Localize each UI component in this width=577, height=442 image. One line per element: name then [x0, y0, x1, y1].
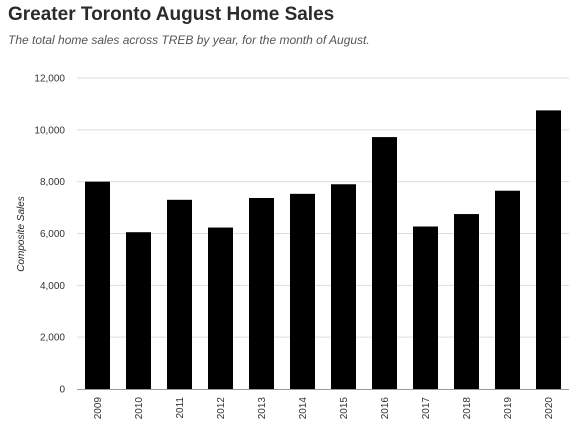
bar-2019 — [495, 190, 520, 389]
x-tick-label: 2020 — [544, 397, 555, 420]
y-tick-label: 0 — [59, 385, 65, 396]
x-tick-label: 2017 — [421, 397, 432, 420]
y-tick-label: 4,000 — [40, 281, 65, 292]
x-tick-label: 2015 — [339, 397, 350, 420]
x-axis-ticks: 2009 2010 2011 2012 2013 2014 2015 2016 2017 2018… — [93, 397, 555, 420]
bar-2013 — [249, 197, 274, 389]
x-tick-label: 2019 — [503, 397, 514, 420]
x-tick-label: 2009 — [93, 397, 104, 420]
x-tick-label: 2012 — [216, 397, 227, 420]
bar-2010 — [126, 232, 151, 389]
x-tick-label: 2018 — [462, 397, 473, 420]
chart-title: Greater Toronto August Home Sales — [8, 4, 335, 25]
bar-2020 — [536, 110, 561, 389]
bars — [85, 110, 561, 389]
y-tick-label: 6,000 — [40, 229, 65, 240]
bar-2018 — [454, 214, 479, 389]
y-tick-label: 10,000 — [34, 125, 65, 136]
bar-2009 — [85, 181, 110, 389]
y-tick-label: 8,000 — [40, 177, 65, 188]
gridlines — [77, 77, 569, 338]
bar-2011 — [167, 199, 192, 389]
bar-2012 — [208, 227, 233, 389]
y-tick-label: 2,000 — [40, 333, 65, 344]
chart-subtitle: The total home sales across TREB by year… — [8, 33, 370, 47]
x-tick-label: 2016 — [380, 397, 391, 420]
bar-2017 — [413, 226, 438, 389]
y-tick-label: 12,000 — [34, 74, 65, 85]
x-tick-label: 2010 — [134, 397, 145, 420]
bar-2016 — [372, 137, 397, 389]
x-tick-label: 2011 — [175, 397, 186, 419]
y-axis-ticks: 0 2,000 4,000 6,000 8,000 10,000 12,000 — [34, 74, 65, 396]
x-tick-label: 2013 — [257, 397, 268, 420]
y-axis-label: Composite Sales — [16, 196, 27, 272]
bar-2015 — [331, 184, 356, 389]
bar-2014 — [290, 193, 315, 389]
x-tick-label: 2014 — [298, 397, 309, 420]
